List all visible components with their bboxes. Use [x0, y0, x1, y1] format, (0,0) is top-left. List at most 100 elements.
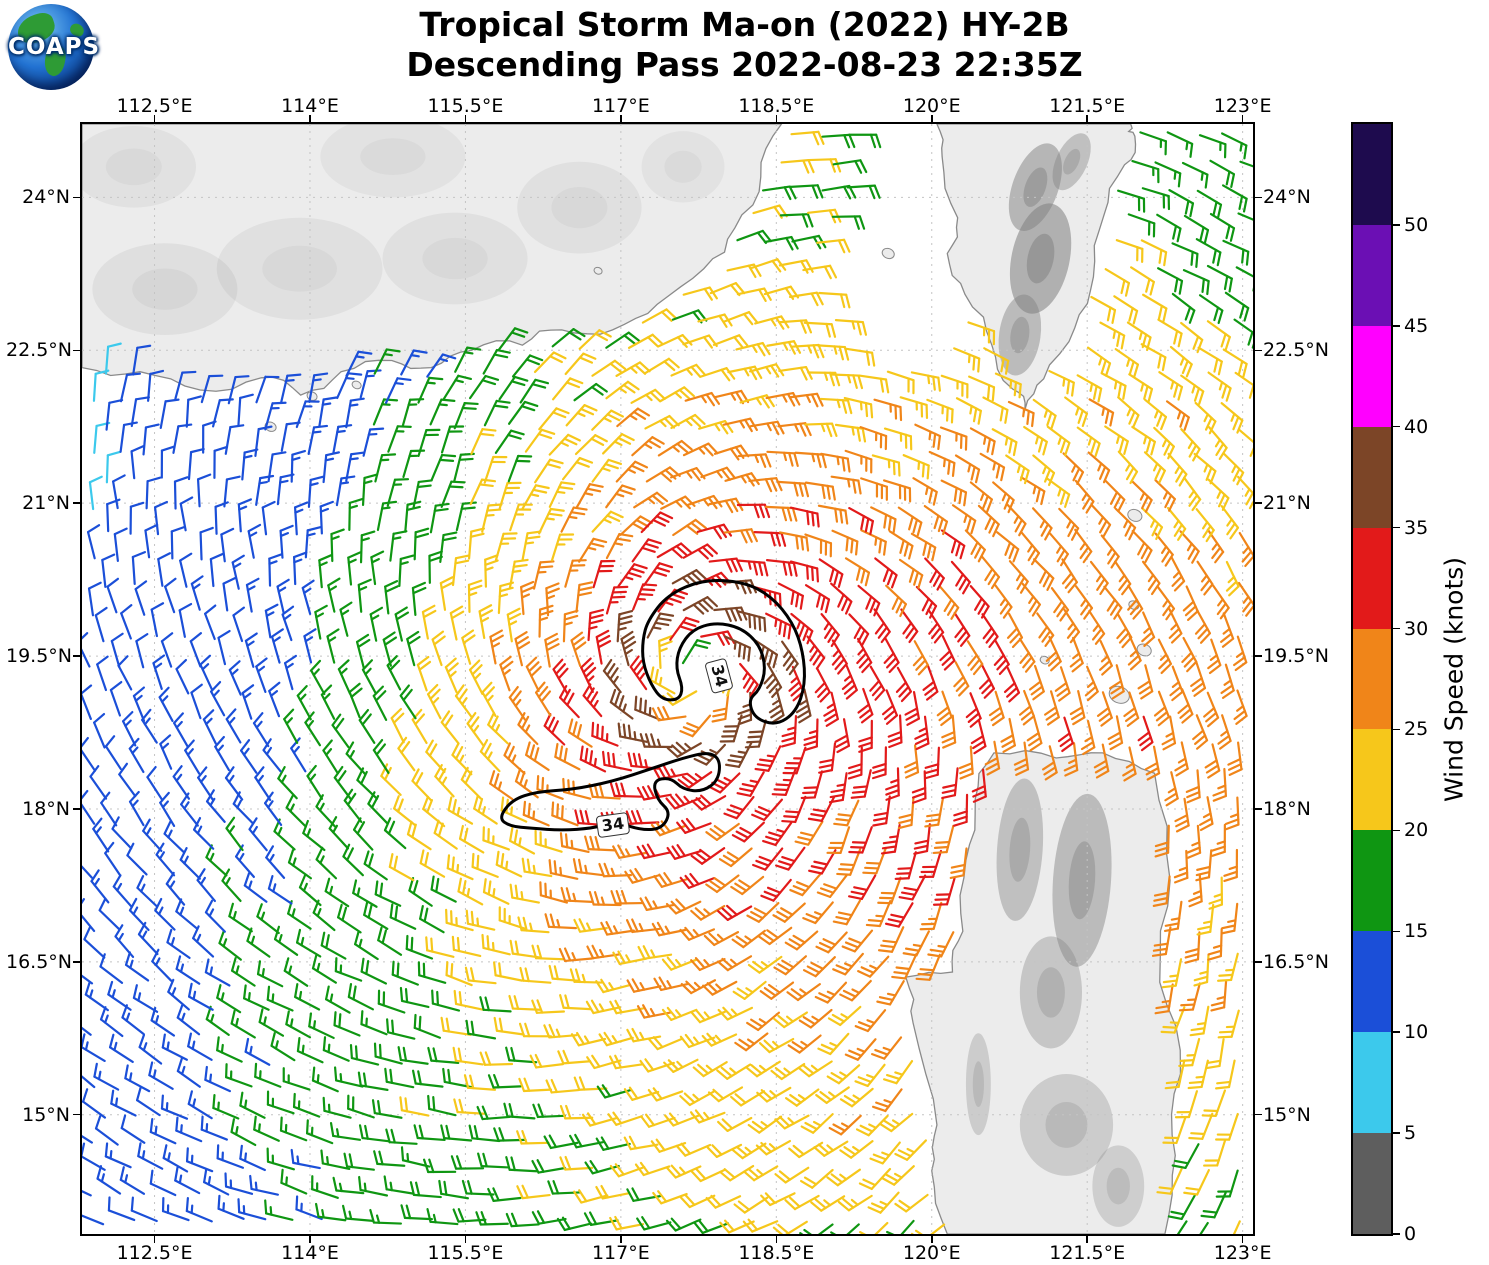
tick-mark: [1255, 502, 1262, 504]
colorbar-tick-label: 20: [1404, 819, 1429, 842]
x-tick-label: 120°E: [902, 1242, 961, 1264]
tick-mark: [1393, 627, 1400, 630]
tick-mark: [464, 1236, 467, 1243]
tick-mark: [1393, 425, 1400, 428]
tick-mark: [1255, 961, 1262, 963]
tick-mark: [931, 1236, 933, 1243]
tick-mark: [1393, 829, 1400, 832]
tick-mark: [1241, 1236, 1244, 1243]
x-tick-label: 120°E: [902, 95, 961, 117]
x-tick-label: 115.5°E: [427, 95, 504, 117]
tick-mark: [931, 115, 933, 122]
tick-mark: [153, 115, 156, 122]
colorbar-tick-label: 35: [1404, 516, 1429, 539]
y-tick-label: 16.5°N: [6, 950, 73, 973]
colorbar-segment: [1353, 1132, 1391, 1234]
tick-mark: [775, 1236, 778, 1243]
tick-mark: [73, 961, 80, 963]
colorbar-segment: [1353, 627, 1391, 730]
colorbar-tick-label: 15: [1404, 920, 1429, 943]
colorbar-segment: [1353, 1031, 1391, 1134]
x-tick-label: 114°E: [281, 95, 339, 117]
x-tick-label: 112.5°E: [116, 1242, 193, 1264]
colorbar-tick-label: 0: [1404, 1223, 1417, 1245]
colorbar-tick-label: 10: [1404, 1021, 1429, 1044]
tick-mark: [1086, 1236, 1088, 1243]
tick-mark: [620, 1236, 622, 1243]
tick-mark: [1255, 349, 1262, 352]
y-tick-label: 24°N: [1263, 186, 1311, 209]
tick-mark: [1255, 808, 1262, 810]
chart-subtitle: Descending Pass 2022-08-23 22:35Z: [406, 45, 1083, 84]
tick-mark: [1393, 1233, 1400, 1235]
tick-mark: [309, 1236, 311, 1243]
tick-mark: [775, 115, 778, 122]
wind-barb-map-canvas: [82, 124, 1253, 1234]
tick-mark: [1393, 1031, 1400, 1033]
y-tick-label: 24°N: [22, 186, 70, 209]
tick-mark: [73, 349, 80, 352]
tick-mark: [1241, 115, 1244, 122]
tick-mark: [464, 115, 467, 122]
y-tick-label: 15°N: [1263, 1103, 1311, 1126]
colorbar-tick-label: 30: [1404, 617, 1429, 640]
y-tick-label: 16.5°N: [1263, 950, 1330, 973]
tick-mark: [73, 196, 80, 199]
colorbar-segment: [1353, 124, 1391, 225]
tick-mark: [1393, 526, 1400, 529]
tick-mark: [1393, 728, 1400, 731]
y-tick-label: 18°N: [1263, 797, 1311, 820]
x-tick-label: 118.5°E: [738, 95, 815, 117]
x-tick-label: 112.5°E: [116, 95, 193, 117]
x-tick-label: 123°E: [1213, 95, 1272, 117]
x-tick-label: 121.5°E: [1049, 1242, 1126, 1264]
y-tick-label: 22.5°N: [1263, 339, 1330, 362]
y-tick-label: 21°N: [22, 492, 70, 515]
tick-mark: [1255, 1113, 1262, 1116]
tick-mark: [1255, 196, 1262, 199]
tick-mark: [1086, 115, 1088, 122]
tick-mark: [309, 115, 311, 122]
x-tick-label: 115.5°E: [427, 1242, 504, 1264]
y-tick-label: 19.5°N: [6, 645, 73, 668]
x-tick-label: 118.5°E: [738, 1242, 815, 1264]
x-tick-label: 121.5°E: [1049, 95, 1126, 117]
tick-mark: [73, 655, 80, 657]
tick-mark: [153, 1236, 156, 1243]
tick-mark: [620, 115, 622, 122]
colorbar: [1353, 124, 1391, 1234]
tick-mark: [1393, 1132, 1400, 1134]
colorbar-tick-label: 45: [1404, 314, 1429, 337]
colorbar-tick-label: 50: [1404, 213, 1429, 236]
tick-mark: [73, 502, 80, 504]
x-tick-label: 114°E: [281, 1242, 339, 1264]
logo-text: COAPS: [8, 34, 101, 60]
tick-mark: [1255, 655, 1262, 657]
y-tick-label: 19.5°N: [1263, 645, 1330, 668]
colorbar-tick-label: 5: [1404, 1122, 1417, 1145]
x-tick-label: 117°E: [591, 1242, 650, 1264]
tick-mark: [73, 808, 80, 810]
y-tick-label: 22.5°N: [6, 339, 73, 362]
tick-mark: [1393, 224, 1400, 226]
tick-mark: [1393, 325, 1400, 327]
colorbar-segment: [1353, 224, 1391, 326]
coaps-logo: COAPS: [8, 4, 101, 90]
y-tick-label: 21°N: [1263, 492, 1311, 515]
tick-mark: [73, 1113, 80, 1116]
colorbar-segment: [1353, 829, 1391, 932]
chart-title: Tropical Storm Ma-on (2022) HY-2B: [419, 5, 1070, 44]
x-tick-label: 117°E: [591, 95, 650, 117]
colorbar-segment: [1353, 728, 1391, 831]
colorbar-label: Wind Speed (knots): [1439, 556, 1469, 802]
y-tick-label: 18°N: [22, 797, 70, 820]
colorbar-tick-label: 25: [1404, 718, 1429, 741]
colorbar-segment: [1353, 526, 1391, 629]
colorbar-segment: [1353, 426, 1391, 528]
colorbar-segment: [1353, 325, 1391, 427]
y-tick-label: 15°N: [22, 1103, 70, 1126]
colorbar-segment: [1353, 930, 1391, 1033]
colorbar-tick-label: 40: [1404, 415, 1429, 438]
x-tick-label: 123°E: [1213, 1242, 1272, 1264]
tick-mark: [1393, 930, 1400, 933]
